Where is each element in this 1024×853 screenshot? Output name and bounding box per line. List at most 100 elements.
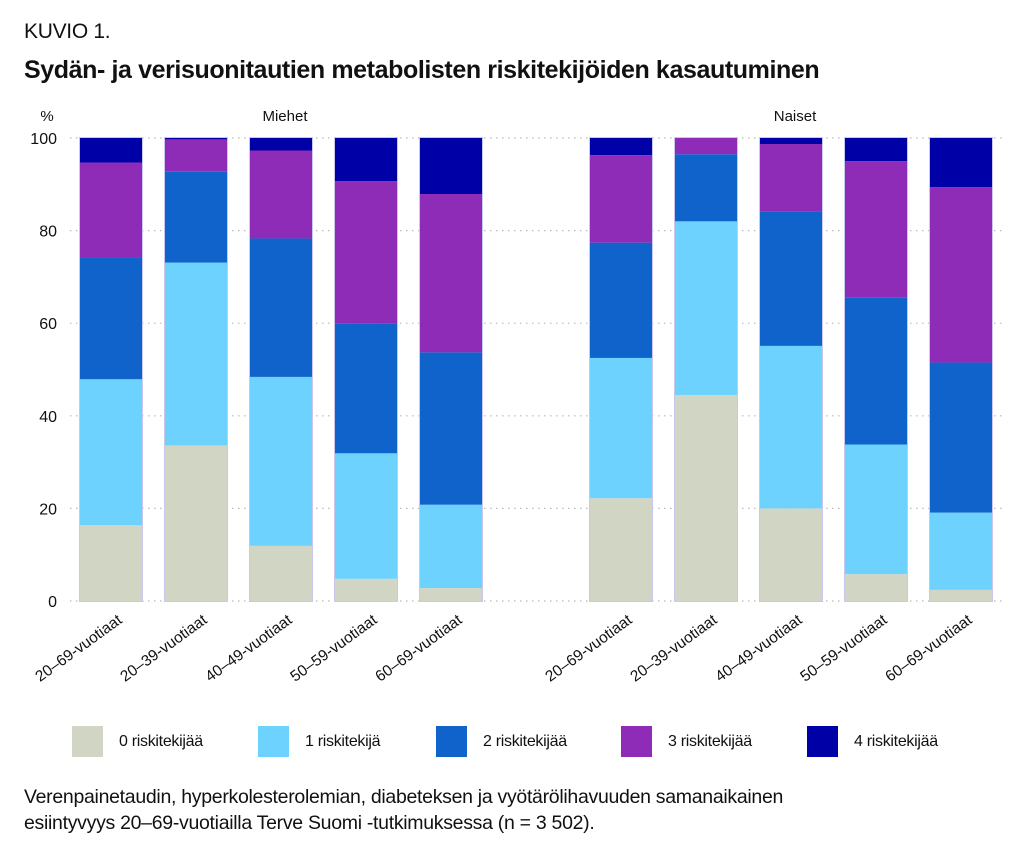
bar-segment [930,138,992,188]
bar-segment [760,508,822,601]
x-tick-label: 20–69-vuotiaat [542,611,636,685]
bar-outline [674,137,738,602]
bar-stack [164,137,228,602]
bar-segment [845,574,907,601]
bar-segment [165,138,227,140]
y-tick-label: 40 [39,409,57,426]
bar-segment [335,453,397,579]
legend-swatch [436,726,467,757]
bar-outline [79,137,143,602]
bar-segment [930,512,992,590]
legend-label: 2 riskitekijää [483,732,567,750]
legend-item: 1 riskitekijä [258,726,381,757]
bar-outline [844,137,908,602]
legend-item: 4 riskitekijää [807,726,938,757]
legend-swatch [72,726,103,757]
legend-label: 4 riskitekijää [854,732,938,750]
bar-segment [335,323,397,454]
bar-outline [759,137,823,602]
legend-item: 2 riskitekijää [436,726,567,757]
bar-segment [250,138,312,151]
legend-swatch [621,726,652,757]
bar-segment [760,138,822,145]
bar-segment [675,221,737,395]
bars [79,137,993,602]
bar-segment [845,444,907,575]
figure-caption: Verenpainetaudin, hyperkolesterolemian, … [24,784,1004,836]
bar-segment [80,257,142,380]
x-tick-label: 20–69-vuotiaat [32,611,126,685]
x-tick-label: 40–49-vuotiaat [712,611,806,685]
bar-stack [79,137,143,602]
bar-stack [844,137,908,602]
bar-segment [590,498,652,601]
legend-item: 3 riskitekijää [621,726,752,757]
bar-outline [419,137,483,602]
x-tick-label: 50–59-vuotiaat [287,611,381,685]
bar-segment [335,181,397,324]
bar-segment [675,394,737,601]
bar-segment [420,194,482,353]
y-tick-label: 20 [39,501,57,518]
bar-segment [165,139,227,172]
bar-segment [250,150,312,239]
bar-segment [165,445,227,601]
bar-segment [590,242,652,358]
bar-segment [845,297,907,445]
bar-outline [164,137,228,602]
y-tick-label: 0 [48,594,57,611]
bar-segment [420,352,482,505]
bar-segment [675,138,737,155]
bar-segment [760,211,822,346]
bar-segment [930,589,992,601]
x-tick-label: 60–69-vuotiaat [882,611,976,685]
bar-segment [250,376,312,546]
bar-segment [80,162,142,258]
legend-label: 3 riskitekijää [668,732,752,750]
legend-label: 0 riskitekijää [119,732,203,750]
stacked-bar-chart: 0 20 40 60 80 100 % Miehet Naiset 20–69-vuoti… [30,108,1002,686]
bar-stack [929,137,993,602]
x-tick-label: 50–59-vuotiaat [797,611,891,685]
bar-outline [334,137,398,602]
bar-segment [420,588,482,601]
legend: 0 riskitekijää 1 riskitekijä 2 riskitekijä… [0,726,1024,760]
x-tick-label: 20–39-vuotiaat [117,611,211,685]
bar-segment [80,138,142,163]
bar-stack [759,137,823,602]
y-tick-label: 80 [39,224,57,241]
bar-segment [420,138,482,195]
panel-title-miehet: Miehet [262,108,308,125]
caption-line-2: esiintyvyys 20–69-vuotiailla Terve Suomi… [24,812,595,834]
bar-segment [335,138,397,182]
panel-title-naiset: Naiset [774,108,817,125]
bar-segment [760,144,822,212]
chart-title: Sydän- ja verisuonitautien metabolisten … [24,56,820,84]
bar-segment [930,187,992,363]
bar-segment [165,171,227,263]
y-axis-label: % [40,108,53,125]
bar-stack [334,137,398,602]
legend-label: 1 riskitekijä [305,732,381,750]
legend-item: 0 riskitekijää [72,726,203,757]
legend-swatch [258,726,289,757]
bar-segment [845,138,907,162]
bar-segment [420,504,482,589]
y-tick-label: 60 [39,316,57,333]
legend-swatch [807,726,838,757]
x-tick-label: 60–69-vuotiaat [372,611,466,685]
x-axis-labels: 20–69-vuotiaat20–39-vuotiaat40–49-vuotia… [32,611,976,685]
x-tick-label: 40–49-vuotiaat [202,611,296,685]
bar-segment [590,357,652,499]
bar-segment [80,379,142,526]
bar-segment [845,161,907,298]
bar-segment [250,238,312,377]
y-axis-ticks: 0 20 40 60 80 100 [30,131,57,611]
bar-outline [589,137,653,602]
bar-outline [929,137,993,602]
bar-segment [675,154,737,222]
bar-segment [760,345,822,509]
bar-segment [165,262,227,446]
bar-segment [930,362,992,513]
bar-stack [419,137,483,602]
